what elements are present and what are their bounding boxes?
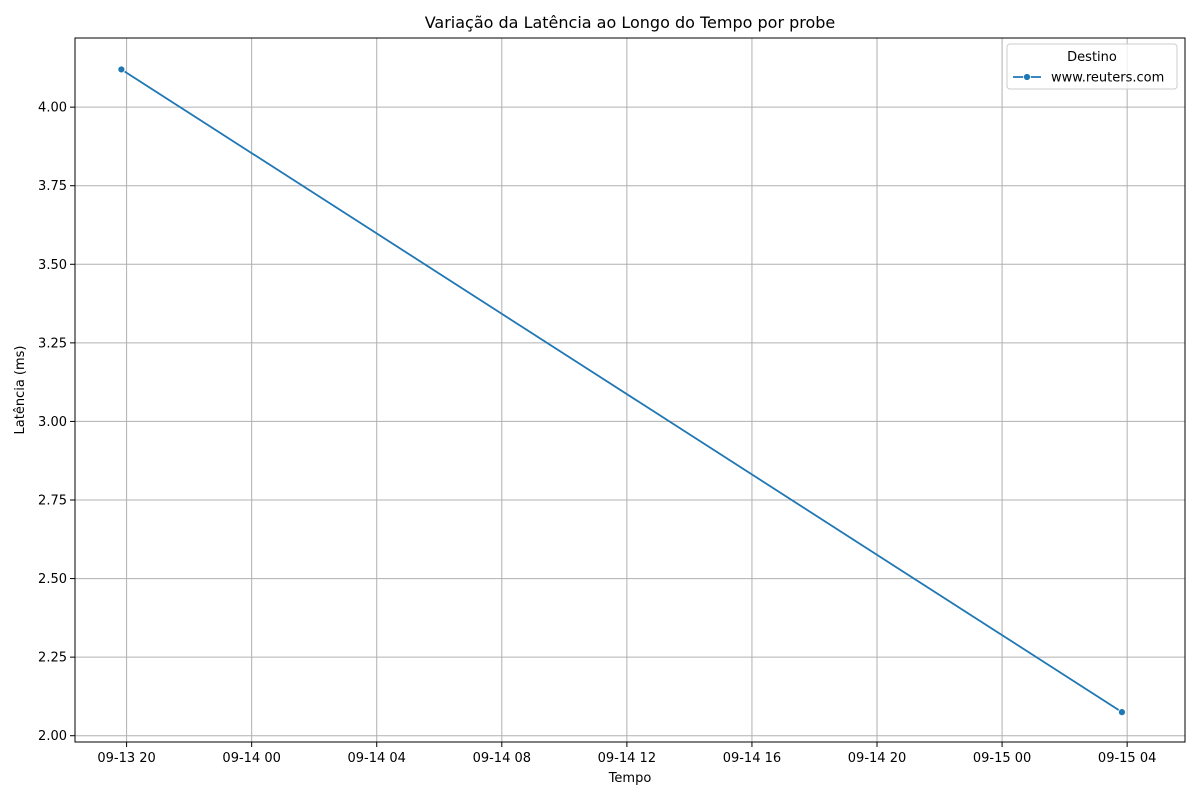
x-tick-label: 09-15 00 xyxy=(973,751,1031,766)
legend-box xyxy=(1006,43,1178,90)
y-tick-label: 3.75 xyxy=(38,179,67,194)
series-layer xyxy=(117,65,1126,717)
y-tick-label: 3.25 xyxy=(38,336,67,351)
x-tick-label: 09-15 04 xyxy=(1098,751,1156,766)
y-tick-label: 2.75 xyxy=(38,494,67,509)
x-tick-label: 09-14 08 xyxy=(473,751,531,766)
x-axis-label: Tempo xyxy=(608,771,652,786)
y-axis-label: Latência (ms) xyxy=(13,346,28,435)
legend-title: Destino xyxy=(1067,50,1117,65)
legend-label: www.reuters.com xyxy=(1051,71,1164,86)
x-tick-label: 09-14 16 xyxy=(723,751,781,766)
data-point xyxy=(1118,708,1126,717)
y-tick-label: 2.50 xyxy=(38,572,67,587)
y-tick-label: 2.00 xyxy=(38,729,67,744)
y-axis-ticks: 2.00 2.25 2.50 2.75 3.00 3.25 3.50 3.75 4.00 xyxy=(38,101,75,744)
x-axis-ticks: 09-13 20 09-14 00 09-14 04 09-14 08 09-14 12… xyxy=(97,742,1156,766)
series-line xyxy=(120,68,1123,713)
legend-marker xyxy=(1023,73,1031,81)
chart-title: Variação da Latência ao Longo do Tempo p… xyxy=(425,13,836,32)
grid-lines xyxy=(75,38,1185,742)
x-tick-label: 09-13 20 xyxy=(97,751,155,766)
x-tick-label: 09-14 00 xyxy=(222,751,280,766)
y-tick-label: 2.25 xyxy=(38,651,67,666)
legend-items: www.reuters.com xyxy=(1013,71,1164,86)
plot-frame xyxy=(74,37,1186,743)
y-tick-label: 3.00 xyxy=(38,415,67,430)
x-tick-label: 09-14 20 xyxy=(848,751,906,766)
data-point xyxy=(117,65,126,74)
x-tick-label: 09-14 04 xyxy=(348,751,406,766)
y-tick-label: 3.50 xyxy=(38,258,67,273)
y-tick-label: 4.00 xyxy=(38,101,67,116)
legend: Destino www.reuters.com xyxy=(1006,43,1178,90)
x-tick-label: 09-14 12 xyxy=(598,751,656,766)
